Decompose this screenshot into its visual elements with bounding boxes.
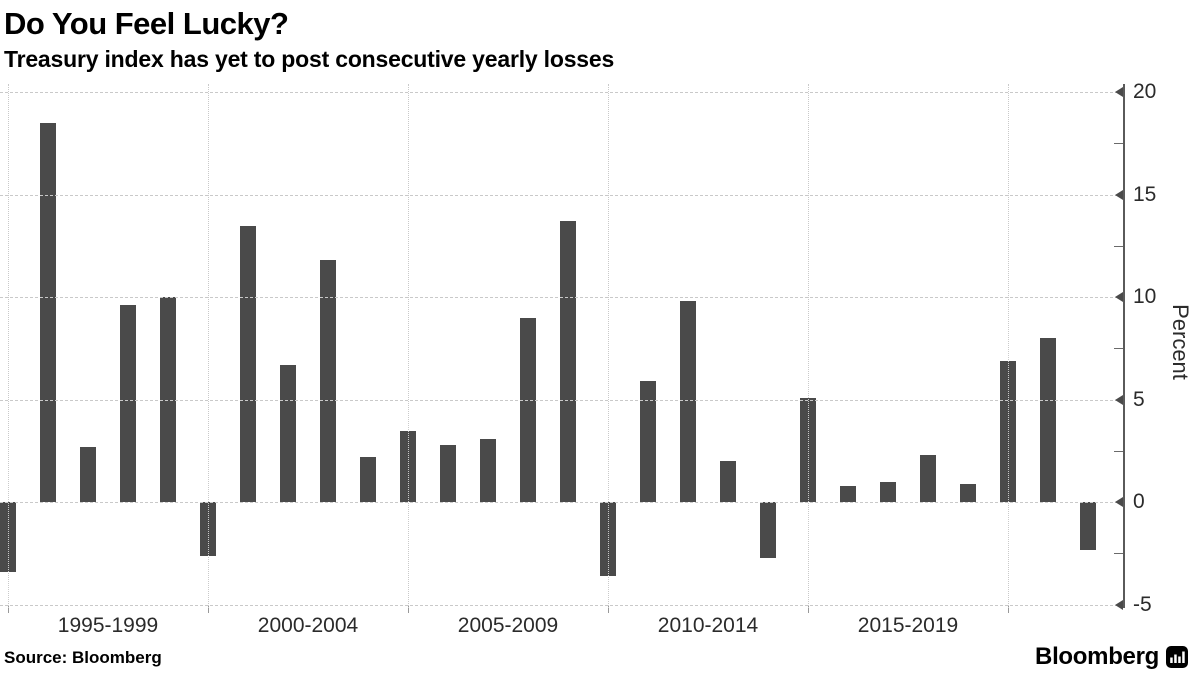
h-gridline-20 bbox=[0, 92, 1123, 94]
bar-2015 bbox=[840, 485, 856, 503]
bar-2020 bbox=[1040, 338, 1056, 503]
bar-1996 bbox=[80, 447, 96, 503]
bar-2006 bbox=[480, 438, 496, 503]
y-major-tick-0 bbox=[1115, 497, 1123, 508]
y-major-tick-5 bbox=[1115, 394, 1123, 405]
y-tick-label-15: 15 bbox=[1133, 182, 1157, 206]
y-major-tick-10 bbox=[1115, 292, 1123, 303]
v-gridline-1994 bbox=[8, 84, 9, 608]
bar-2010 bbox=[640, 381, 656, 503]
y-major-tick-20 bbox=[1115, 87, 1123, 98]
bloomberg-logo: Bloomberg bbox=[1035, 643, 1188, 671]
chart-subtitle: Treasury index has yet to post consecuti… bbox=[4, 46, 615, 72]
x-group-label-2000-2004: 2000-2004 bbox=[257, 614, 359, 637]
y-minor-tick-17.5 bbox=[1114, 142, 1123, 144]
h-gridline-15 bbox=[0, 194, 1123, 196]
bar-2008 bbox=[560, 221, 576, 503]
bar-2005 bbox=[440, 444, 456, 503]
bar-2007 bbox=[520, 317, 536, 503]
y-tick-label-20: 20 bbox=[1133, 80, 1157, 104]
plot-area bbox=[0, 84, 1125, 610]
x-bottom-tick-2009 bbox=[607, 604, 609, 613]
v-gridline-2014 bbox=[808, 84, 809, 608]
bar-2003 bbox=[360, 457, 376, 503]
y-tick-label-10: 10 bbox=[1133, 285, 1157, 309]
bloomberg-wordmark: Bloomberg bbox=[1035, 643, 1159, 670]
h-gridline--5 bbox=[0, 604, 1123, 606]
bar-2001 bbox=[280, 364, 296, 503]
x-bottom-tick-1999 bbox=[207, 604, 209, 613]
y-minor-tick-7.5 bbox=[1114, 348, 1123, 350]
y-axis-title: Percent bbox=[1168, 304, 1193, 380]
x-group-label-2010-2014: 2010-2014 bbox=[657, 614, 759, 637]
y-major-tick--5 bbox=[1115, 599, 1123, 610]
y-minor-tick-2.5 bbox=[1114, 450, 1123, 452]
v-gridline-2009 bbox=[608, 84, 609, 608]
y-minor-tick-12.5 bbox=[1114, 245, 1123, 247]
bar-1995 bbox=[40, 122, 56, 503]
bar-2016 bbox=[880, 481, 896, 503]
chart-title: Do You Feel Lucky? bbox=[4, 6, 289, 41]
bar-2018 bbox=[960, 483, 976, 503]
h-gridline-5 bbox=[0, 399, 1123, 401]
x-group-label-1995-1999: 1995-1999 bbox=[57, 614, 159, 637]
x-group-label-2015-2019: 2015-2019 bbox=[857, 614, 959, 637]
bar-1997 bbox=[120, 305, 136, 503]
y-minor-tick--2.5 bbox=[1114, 553, 1123, 555]
y-tick-label-5: 5 bbox=[1133, 387, 1145, 411]
y-tick-label--5: -5 bbox=[1133, 592, 1152, 616]
bar-2000 bbox=[240, 225, 256, 503]
x-bottom-tick-2019 bbox=[1007, 604, 1009, 613]
bar-2021 bbox=[1080, 502, 1096, 550]
v-gridline-1999 bbox=[208, 84, 209, 608]
x-bottom-tick-2004 bbox=[407, 604, 409, 613]
y-tick-label-0: 0 bbox=[1133, 490, 1145, 514]
bloomberg-chart-icon bbox=[1166, 646, 1188, 668]
h-gridline-10 bbox=[0, 297, 1123, 299]
x-bottom-tick-2014 bbox=[807, 604, 809, 613]
bar-1998 bbox=[160, 297, 176, 503]
x-group-label-2005-2009: 2005-2009 bbox=[457, 614, 559, 637]
bar-2012 bbox=[720, 461, 736, 503]
bar-2013 bbox=[760, 502, 776, 558]
h-gridline-0 bbox=[0, 502, 1123, 504]
bar-2017 bbox=[920, 455, 936, 503]
bar-2011 bbox=[680, 301, 696, 503]
y-major-tick-15 bbox=[1115, 189, 1123, 200]
v-gridline-2004 bbox=[408, 84, 409, 608]
source-note: Source: Bloomberg bbox=[4, 648, 162, 667]
bar-2002 bbox=[320, 260, 336, 503]
x-bottom-tick-1994 bbox=[7, 604, 9, 613]
v-gridline-2019 bbox=[1008, 84, 1009, 608]
